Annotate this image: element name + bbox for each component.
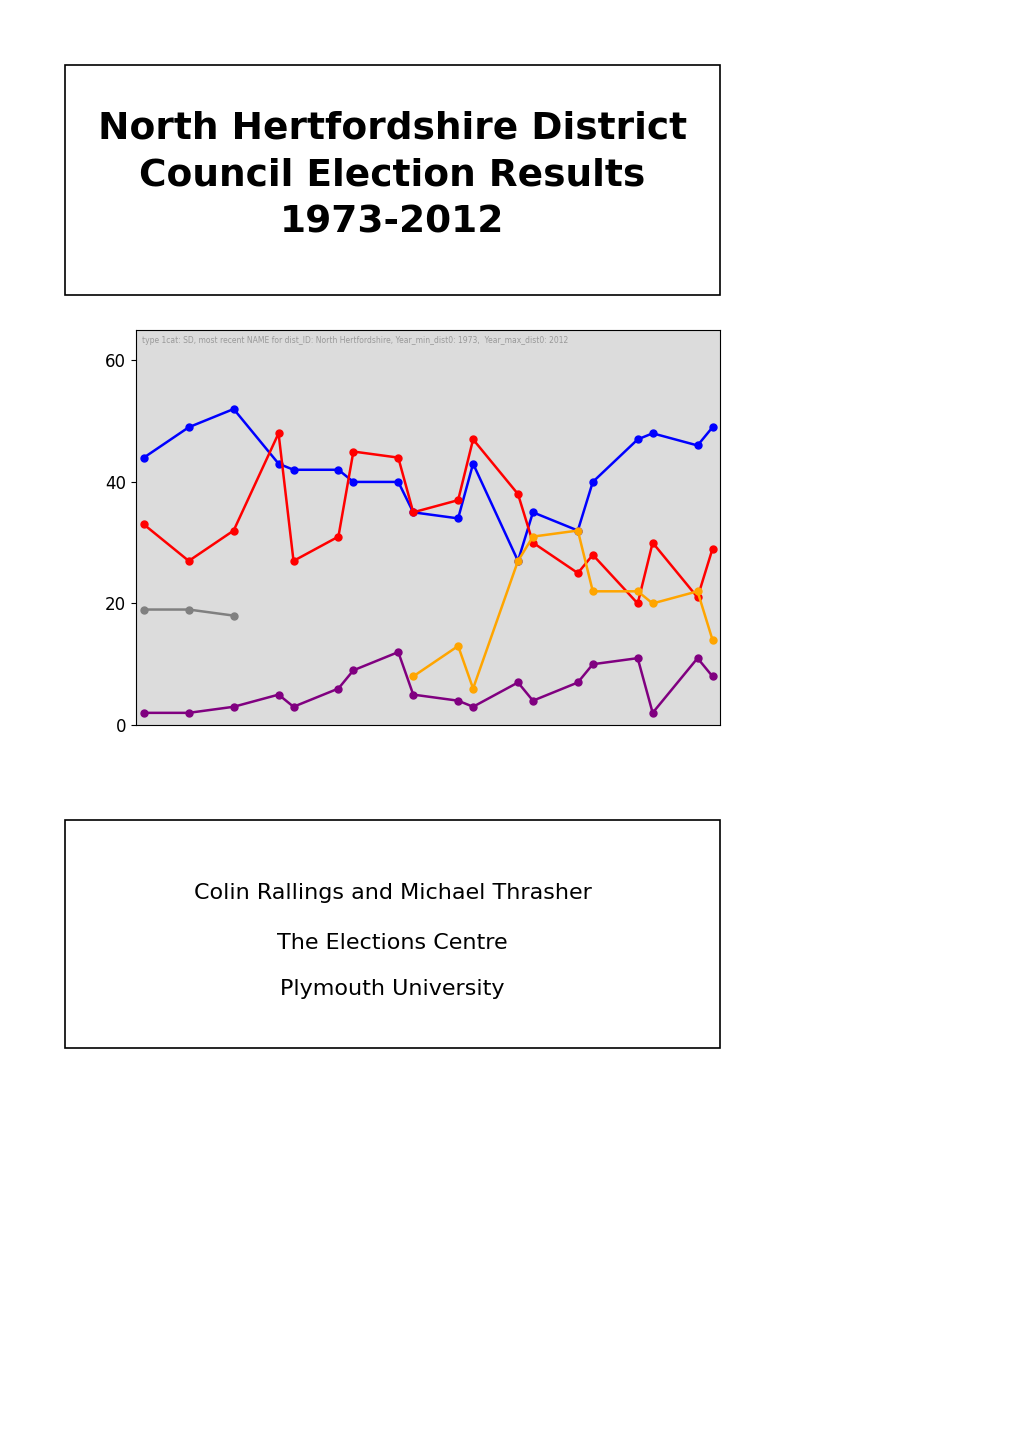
Text: North Hertfordshire District
Council Election Results
1973-2012: North Hertfordshire District Council Ele…	[98, 110, 687, 241]
Text: The Elections Centre: The Elections Centre	[277, 933, 507, 953]
FancyBboxPatch shape	[65, 65, 719, 296]
Text: Plymouth University: Plymouth University	[280, 979, 504, 999]
FancyBboxPatch shape	[65, 820, 719, 1048]
Text: type 1cat: SD, most recent NAME for dist_ID: North Hertfordshire, Year_min_dist0: type 1cat: SD, most recent NAME for dist…	[142, 336, 568, 345]
Text: Colin Rallings and Michael Thrasher: Colin Rallings and Michael Thrasher	[194, 883, 591, 903]
